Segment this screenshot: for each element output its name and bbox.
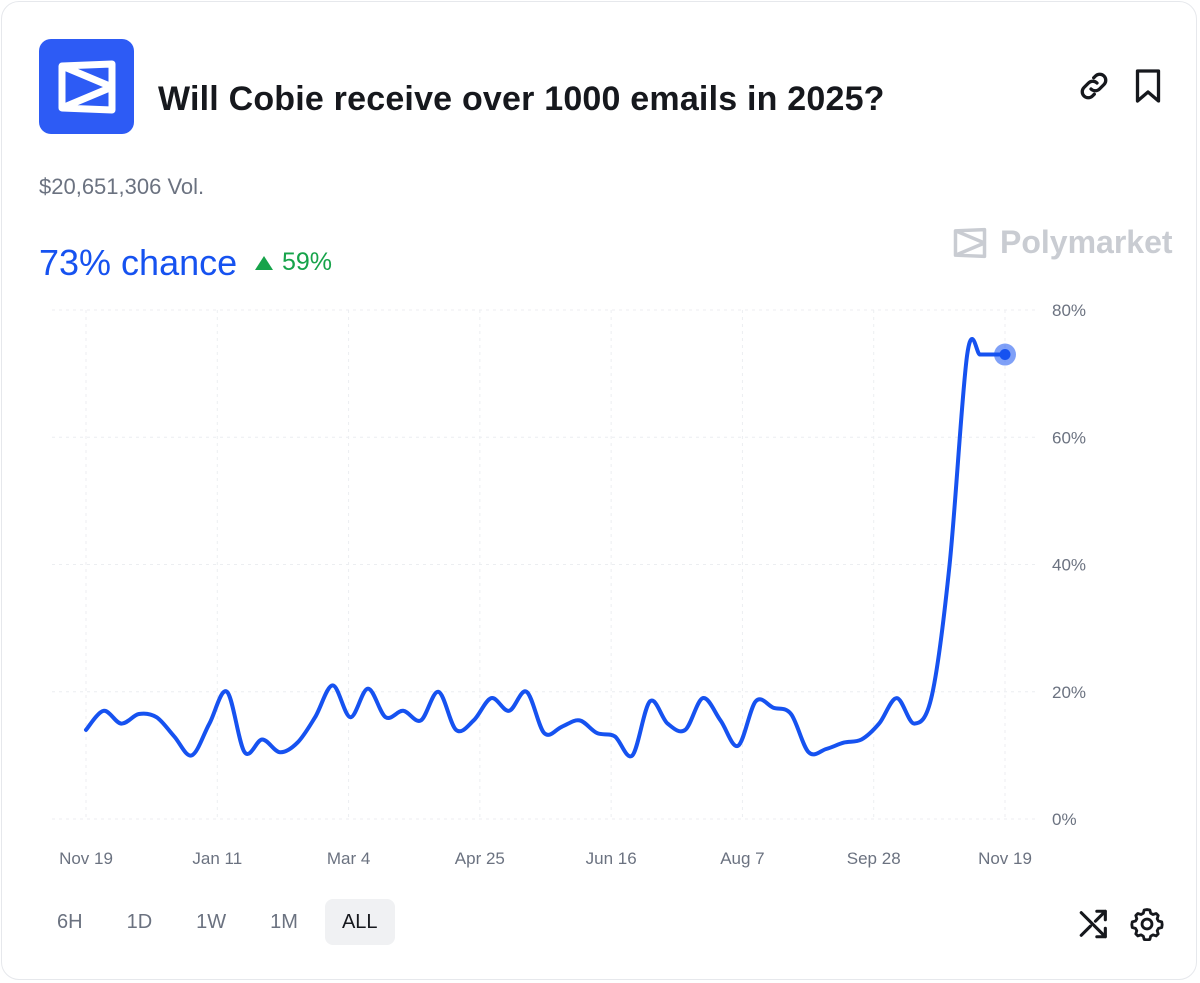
range-button-1d[interactable]: 1D (126, 910, 153, 933)
bookmark-button[interactable] (1128, 66, 1168, 106)
x-tick-label: Sep 28 (847, 849, 901, 868)
change-indicator: 59% (254, 248, 332, 277)
x-axis: Nov 19 Jan 11 Mar 4 Apr 25 Jun 16 Aug 7 Sep 28… (59, 849, 1032, 868)
shuffle-button[interactable] (1074, 904, 1114, 944)
x-tick-label: Jan 11 (192, 849, 242, 868)
watermark-text: Polymarket (1000, 224, 1173, 260)
range-button-1w[interactable]: 1W (196, 910, 227, 933)
link-icon (1080, 72, 1108, 100)
y-axis: 0% 20% 40% 60% 80% (1052, 301, 1086, 829)
x-tick-label: Aug 7 (720, 849, 764, 868)
price-chart: 0% 20% 40% 60% 80% Nov 19 Jan 11 Mar 4 Apr 25 Ju… (52, 301, 1086, 868)
x-tick-label: Mar 4 (327, 849, 370, 868)
chart-grid (52, 309, 1037, 820)
range-button-all[interactable]: ALL (324, 899, 395, 945)
time-range-selector: 6H 1D 1W 1M ALL (40, 899, 395, 945)
chance-value: 73% chance (39, 242, 238, 283)
polymarket-logo-icon (58, 60, 115, 113)
x-tick-label: Jun 16 (586, 849, 637, 868)
x-tick-label: Nov 19 (978, 849, 1032, 868)
gear-icon (1130, 908, 1164, 941)
series-line (84, 336, 1007, 759)
range-button-6h[interactable]: 6H (57, 910, 83, 933)
x-tick-label: Nov 19 (59, 849, 113, 868)
y-tick-label: 0% (1052, 810, 1077, 829)
y-tick-label: 40% (1052, 556, 1086, 575)
polymarket-logo (39, 39, 134, 134)
bookmark-icon (1135, 69, 1161, 103)
polymarket-watermark: Polymarket (952, 224, 1173, 261)
settings-button[interactable] (1127, 904, 1167, 944)
current-point (999, 349, 1011, 361)
y-tick-label: 60% (1052, 428, 1086, 447)
y-tick-label: 80% (1052, 301, 1086, 320)
copy-link-button[interactable] (1074, 66, 1114, 106)
market-title: Will Cobie receive over 1000 emails in 2… (158, 80, 885, 118)
change-value: 59% (282, 248, 333, 276)
y-tick-label: 20% (1052, 683, 1086, 702)
triangle-up-icon (255, 255, 273, 270)
range-button-1m[interactable]: 1M (270, 910, 298, 933)
x-tick-label: Apr 25 (455, 849, 505, 868)
volume-text: $20,651,306 Vol. (39, 174, 205, 199)
polymarket-watermark-icon (953, 227, 987, 258)
shuffle-icon (1079, 909, 1107, 939)
